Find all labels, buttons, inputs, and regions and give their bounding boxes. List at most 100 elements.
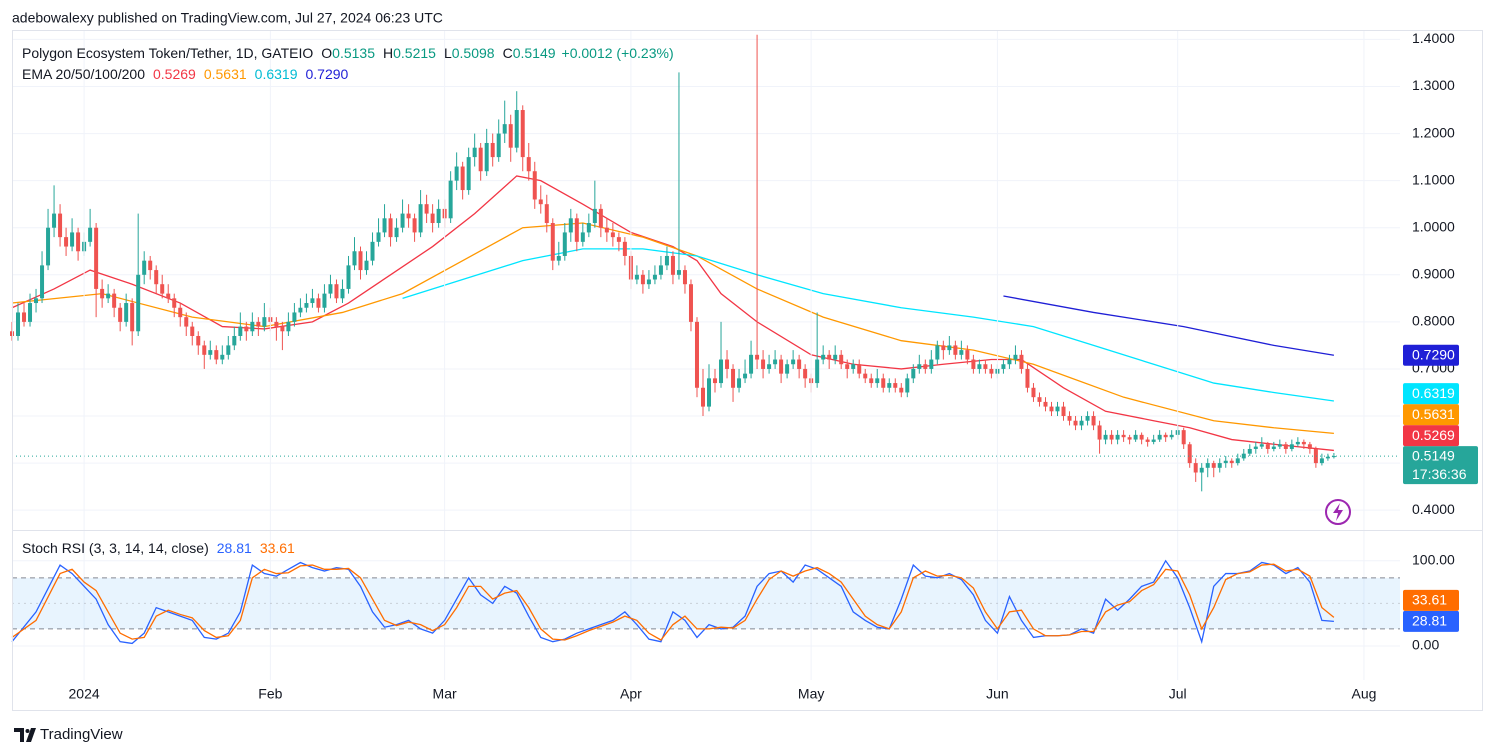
candle-body <box>556 255 561 261</box>
candle-body <box>202 345 207 355</box>
y-tick-label: 1.2000 <box>1412 124 1455 140</box>
price-tag <box>1403 589 1459 611</box>
price-tag <box>1403 610 1459 632</box>
ohlc-value: 0.5135 <box>332 45 375 61</box>
candle-body <box>1247 448 1252 454</box>
price-tag <box>1403 425 1459 447</box>
candle-body <box>833 354 838 360</box>
candle-body <box>731 368 736 388</box>
candle-body <box>604 227 609 233</box>
candle-body <box>989 368 994 374</box>
y-tick-label: 0.9000 <box>1412 265 1455 281</box>
candle-body <box>1307 444 1312 449</box>
candle-body <box>658 265 663 275</box>
candle-body <box>682 270 687 285</box>
candle-body <box>767 364 772 369</box>
candle-body <box>1139 434 1144 440</box>
candle-body <box>1103 434 1108 440</box>
candle-body <box>1121 434 1126 438</box>
candle-body <box>694 321 699 388</box>
candle-body <box>791 359 796 365</box>
band-fill <box>12 577 1400 629</box>
candle-body <box>1115 434 1120 440</box>
candle-body <box>436 208 441 224</box>
candle-body <box>923 364 928 369</box>
candle-body <box>911 368 916 379</box>
candle-body <box>46 227 51 266</box>
candle-body <box>1079 420 1084 426</box>
candle-body <box>875 378 880 384</box>
candle-body <box>406 213 411 219</box>
candle-body <box>640 274 645 285</box>
ohlc-label: O <box>321 45 332 61</box>
candle-body <box>586 223 591 233</box>
candle-body <box>700 387 705 407</box>
candle-body <box>358 251 363 271</box>
candle-body <box>749 354 754 374</box>
candle-body <box>1223 460 1228 464</box>
publisher: adebowalexy published on TradingView.com… <box>12 10 443 26</box>
candle-body <box>1253 446 1258 449</box>
price-tag-label: 0.5631 <box>1412 406 1455 422</box>
candle-body <box>1193 463 1198 473</box>
candle-body <box>70 232 75 247</box>
candle-body <box>983 364 988 369</box>
candle-body <box>1181 430 1186 445</box>
candle-body <box>1271 446 1276 449</box>
candle-body <box>574 218 579 242</box>
candle-body <box>1151 439 1156 442</box>
candle-body <box>514 110 519 148</box>
indicator-line <box>1003 295 1335 356</box>
candle-body <box>1049 406 1054 412</box>
candle-body <box>328 284 333 294</box>
candle-body <box>845 364 850 369</box>
candle-body <box>935 345 940 360</box>
y-tick-label: 0.00 <box>1412 637 1439 653</box>
ohlc-label: C <box>503 45 513 61</box>
candle-body <box>52 213 57 228</box>
candle-body <box>1283 444 1288 449</box>
candle-body <box>797 359 802 369</box>
candle-body <box>208 350 213 355</box>
candle-body <box>1199 467 1204 473</box>
y-tick-label: 0.4000 <box>1412 501 1455 517</box>
candle-body <box>1211 463 1216 468</box>
candle-body <box>226 345 231 355</box>
candle-body <box>1295 441 1300 445</box>
candle-body <box>16 312 21 336</box>
candle-body <box>364 260 369 271</box>
candle-body <box>154 270 159 285</box>
candle-body <box>466 157 471 191</box>
candle-body <box>502 124 507 134</box>
price-tag-label: 0.5269 <box>1412 427 1455 443</box>
legend-value: 0.5269 <box>153 66 196 82</box>
candle-body <box>178 307 183 318</box>
candle-body <box>412 218 417 233</box>
candle-body <box>1061 406 1066 417</box>
alert-bolt <box>1333 503 1343 521</box>
candle-body <box>917 364 922 369</box>
legend-value: 0.6319 <box>255 66 298 82</box>
candle-body <box>899 387 904 393</box>
candle-body <box>106 293 111 299</box>
candle-body <box>34 298 39 304</box>
price-tag <box>1403 383 1459 405</box>
indicator-title: Stoch RSI (3, 3, 14, 14, close) <box>22 540 209 556</box>
ema-line: EMA 20/50/100/200 0.5269 0.5631 0.6319 0.729… <box>22 66 349 82</box>
candle-body <box>22 312 27 322</box>
candle-body <box>190 326 195 336</box>
candle-body <box>316 298 321 308</box>
candle-body <box>815 359 820 384</box>
brand-name: TradingView <box>40 726 123 743</box>
candle-body <box>370 241 375 261</box>
candle-body <box>562 232 567 256</box>
candle-body <box>592 208 597 224</box>
candle-body <box>1187 444 1192 464</box>
x-tick-label: May <box>798 686 824 702</box>
candle-body <box>1265 444 1270 449</box>
candle-body <box>580 232 585 242</box>
stoch-legend: Stoch RSI (3, 3, 14, 14, close) 28.81 33.6… <box>22 540 295 556</box>
candle-body <box>166 293 171 299</box>
candle-body <box>1235 458 1240 464</box>
candle-body <box>286 321 291 332</box>
